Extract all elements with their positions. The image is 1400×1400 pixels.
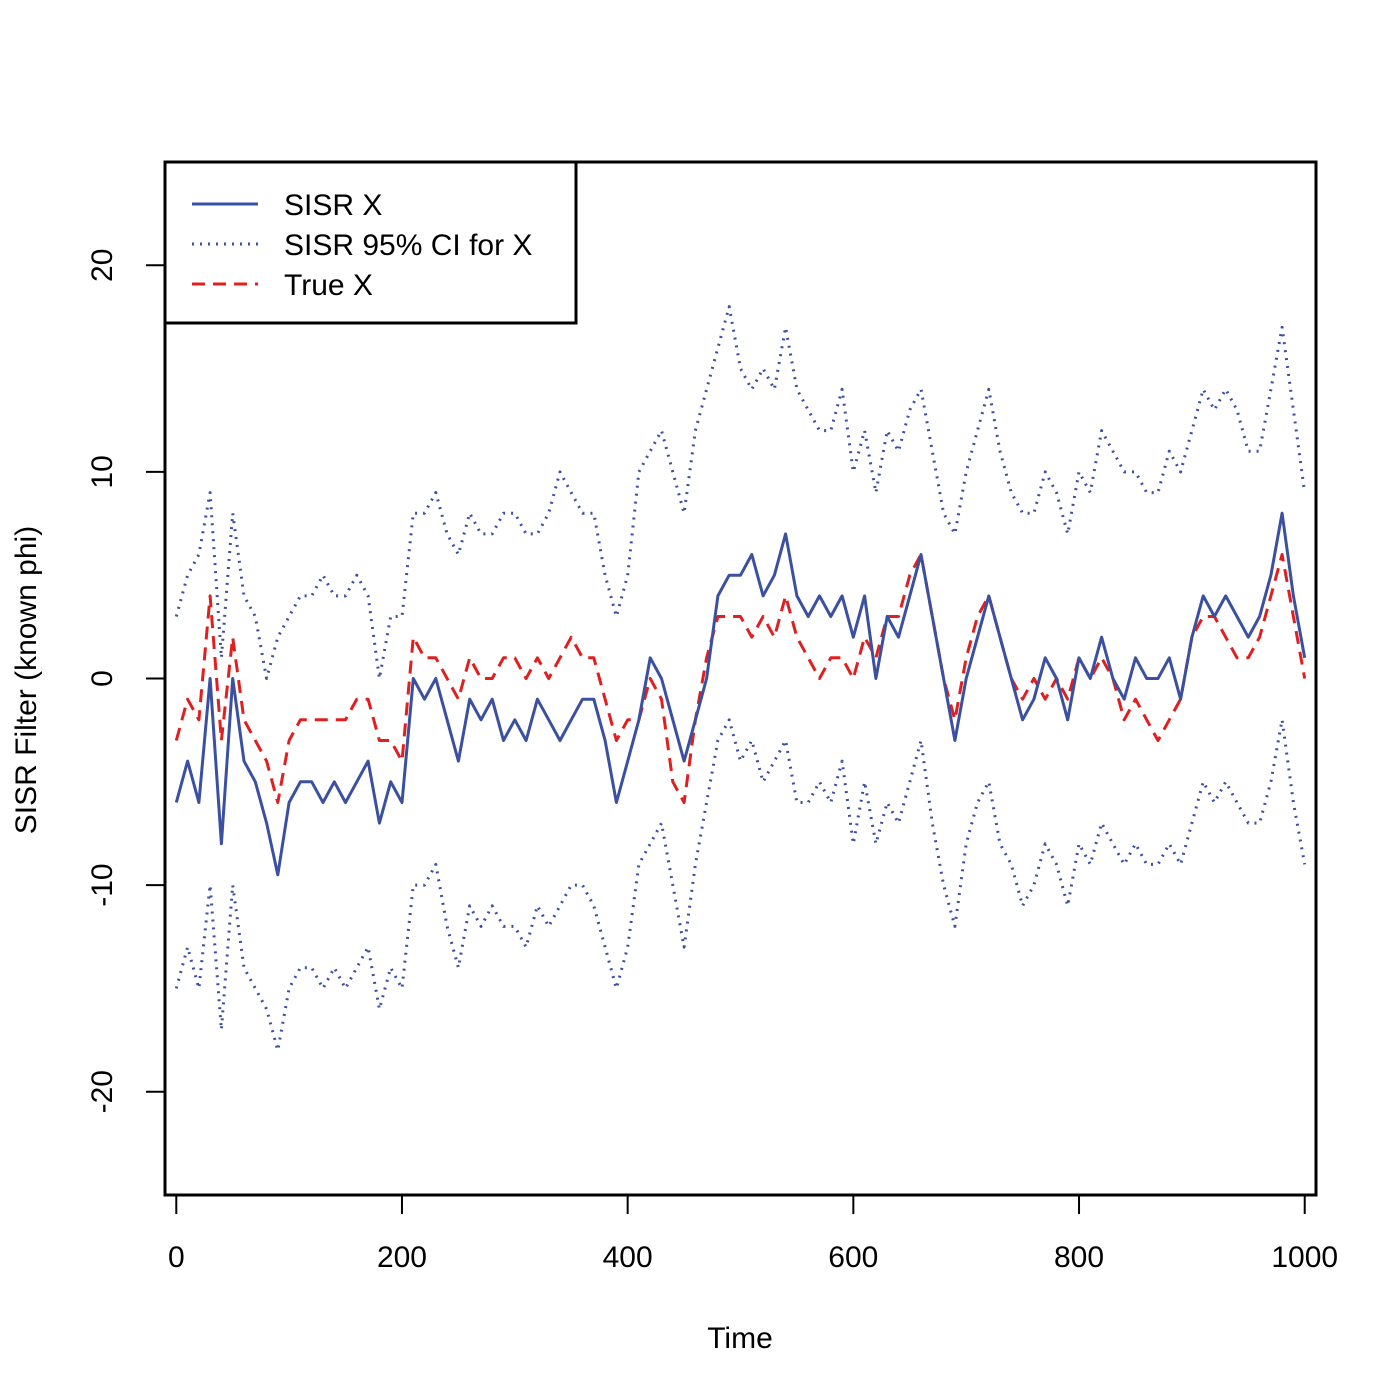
y-tick-label: -20 [86,1070,119,1113]
y-tick-label: 20 [86,249,119,282]
x-axis-label: Time [707,1322,773,1355]
x-tick-label: 0 [168,1241,185,1274]
y-tick-label: 10 [86,455,119,488]
legend-label-sisr-x: SISR X [284,189,382,222]
x-tick-label: 800 [1054,1241,1104,1274]
legend: SISR X SISR 95% CI for X True X [163,160,578,325]
legend-label-sisr-ci: SISR 95% CI for X [284,229,532,262]
plot-frame [163,160,1318,1197]
legend-label-true-x: True X [284,269,373,302]
x-tick-label: 200 [377,1241,427,1274]
y-axis-label: SISR Filter (known phi) [10,526,43,834]
x-tick-label: 600 [828,1241,878,1274]
y-tick-label: 0 [86,670,119,687]
series-line-sisr-95-ci-for-x-upper [174,305,1307,680]
x-tick-label: 400 [603,1241,653,1274]
y-tick-label: -10 [86,863,119,906]
series-line-true-x [174,553,1307,804]
series-line-sisr-x [174,511,1307,877]
series-layer [174,305,1307,1052]
x-tick-label: 1000 [1271,1241,1338,1274]
